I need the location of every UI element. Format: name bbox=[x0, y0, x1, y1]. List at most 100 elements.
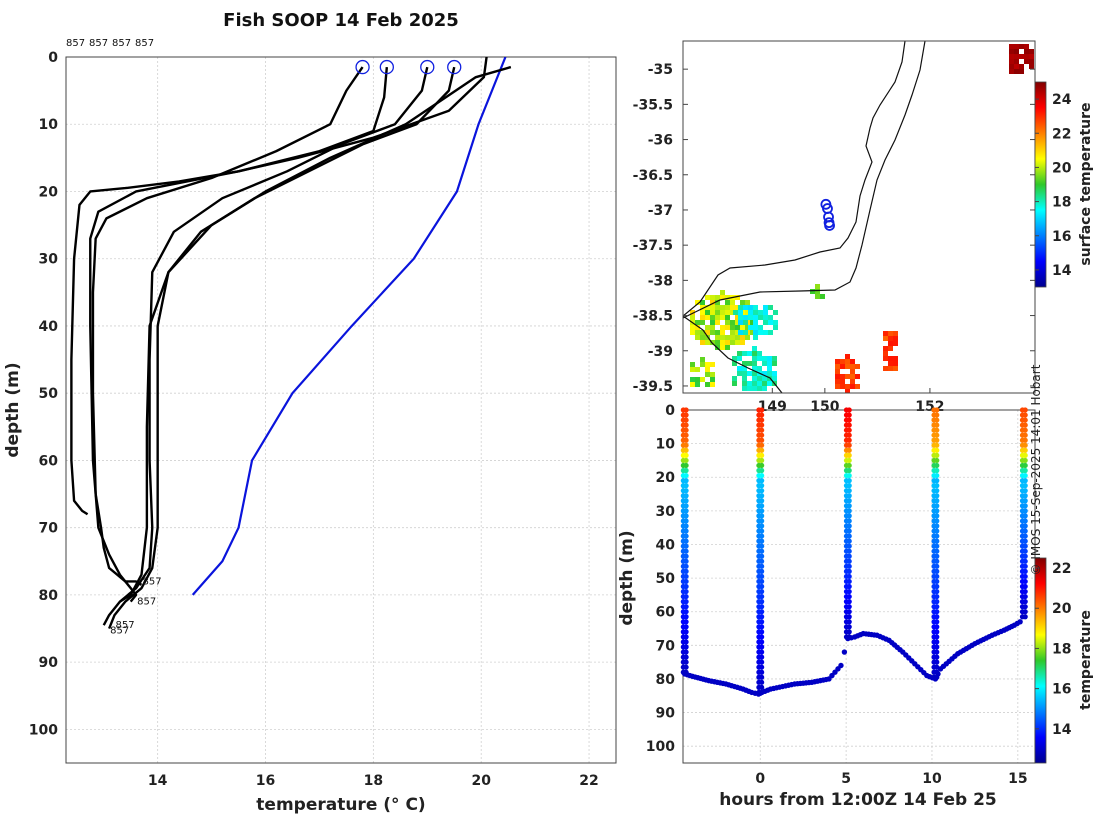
sst-pixel bbox=[1009, 49, 1014, 54]
timeseries-x-tick-label: 15 bbox=[1008, 771, 1027, 787]
sst-pixel bbox=[720, 295, 725, 300]
bottom-point bbox=[838, 662, 844, 669]
sst-pixel bbox=[738, 320, 743, 325]
sst-pixel bbox=[888, 341, 893, 346]
timeseries-y-tick-label: 70 bbox=[656, 638, 676, 654]
sst-pixel bbox=[888, 336, 893, 341]
sst-pixel bbox=[893, 361, 898, 366]
sst-pixel bbox=[850, 374, 855, 379]
map-colorbar-label: surface temperature bbox=[1078, 102, 1094, 265]
cast-point bbox=[934, 498, 940, 504]
sst-pixel bbox=[705, 330, 710, 335]
cast-point bbox=[759, 548, 765, 554]
cast-point bbox=[759, 452, 765, 458]
sst-pixel bbox=[753, 325, 758, 330]
sst-pixel bbox=[1014, 64, 1019, 69]
cast-point bbox=[683, 563, 689, 569]
cast-point bbox=[1022, 543, 1028, 549]
map-colorbar-tick: 20 bbox=[1052, 160, 1072, 176]
cast-point bbox=[934, 629, 940, 635]
sst-pixel bbox=[705, 295, 710, 300]
sst-pixel bbox=[710, 295, 715, 300]
cast-point bbox=[683, 649, 689, 655]
sst-pixel bbox=[762, 361, 767, 366]
sst-pixel bbox=[695, 330, 700, 335]
profile-y-tick-label: 60 bbox=[39, 453, 59, 469]
map-lat-tick-label: -36.5 bbox=[633, 168, 673, 184]
cast-point bbox=[1022, 432, 1028, 438]
cast-point bbox=[934, 543, 940, 549]
cast-point bbox=[846, 417, 852, 423]
sst-pixel bbox=[757, 366, 762, 371]
cast-point bbox=[846, 462, 852, 469]
sst-pixel bbox=[720, 305, 725, 310]
sst-pixel bbox=[710, 382, 715, 387]
profile-y-tick-label: 30 bbox=[39, 252, 59, 268]
sst-pixel bbox=[742, 381, 747, 386]
coastline-south bbox=[683, 315, 783, 393]
sst-pixel bbox=[753, 330, 758, 335]
map-colorbar bbox=[1034, 81, 1047, 288]
surface-marker bbox=[379, 59, 394, 75]
map-lat-tick-label: -37.5 bbox=[633, 238, 673, 254]
sst-pixel bbox=[752, 386, 757, 391]
cast-point bbox=[683, 659, 689, 665]
sst-pixel bbox=[893, 331, 898, 336]
timeseries-colorbar-tick: 20 bbox=[1052, 601, 1072, 617]
cast-point bbox=[934, 654, 940, 660]
sst-pixel bbox=[705, 362, 710, 367]
sst-pixel bbox=[850, 369, 855, 374]
timeseries-frame bbox=[682, 409, 1036, 764]
cast-point bbox=[759, 427, 765, 433]
sst-pixel bbox=[710, 377, 715, 382]
cast-point bbox=[683, 578, 689, 585]
sst-pixel bbox=[720, 315, 725, 320]
cast-point bbox=[759, 568, 765, 574]
sst-pixel bbox=[1009, 64, 1014, 69]
sst-pixel bbox=[772, 371, 777, 376]
profile-line bbox=[70, 57, 488, 516]
cast-point bbox=[1022, 573, 1028, 580]
sst-pixel bbox=[820, 294, 825, 299]
cast-point bbox=[846, 422, 852, 428]
cast-point bbox=[759, 478, 765, 484]
sst-pixel bbox=[720, 325, 725, 330]
sst-pixel bbox=[705, 315, 710, 320]
sst-pixel bbox=[720, 290, 725, 295]
sst-pixel bbox=[747, 386, 752, 391]
cast-point bbox=[846, 437, 852, 443]
cast-point bbox=[1022, 483, 1028, 489]
timeseries-y-tick-label: 60 bbox=[656, 605, 676, 621]
cast-point bbox=[683, 478, 689, 484]
cast-point bbox=[759, 488, 765, 494]
profile-id-label: 857 bbox=[66, 38, 85, 49]
sst-pixel bbox=[883, 331, 888, 336]
sst-pixel bbox=[710, 315, 715, 320]
sst-pixel bbox=[705, 382, 710, 387]
sst-pixel bbox=[730, 300, 735, 305]
timeseries-colorbar bbox=[1034, 557, 1047, 764]
timeseries-colorbar-tick: 22 bbox=[1052, 561, 1071, 577]
cast-point bbox=[934, 488, 940, 494]
cast-point bbox=[759, 588, 765, 595]
sst-pixel bbox=[845, 354, 850, 359]
sst-pixel bbox=[700, 340, 705, 345]
sst-pixel bbox=[1029, 49, 1034, 54]
cast-point bbox=[934, 493, 940, 499]
sst-pixel bbox=[700, 320, 705, 325]
bottom-point bbox=[1017, 619, 1023, 625]
sst-pixel bbox=[695, 325, 700, 330]
cast-point bbox=[934, 649, 940, 655]
cast-point bbox=[934, 599, 940, 605]
sst-pixel bbox=[735, 320, 740, 325]
sst-pixel bbox=[845, 384, 850, 389]
cast-point bbox=[683, 593, 689, 600]
cast-point bbox=[683, 513, 689, 519]
sst-pixel bbox=[768, 330, 773, 335]
sst-pixel bbox=[710, 300, 715, 305]
cast-point bbox=[683, 568, 689, 574]
cast-point bbox=[934, 462, 940, 469]
sst-pixel bbox=[767, 381, 772, 386]
sst-pixel bbox=[695, 367, 700, 372]
